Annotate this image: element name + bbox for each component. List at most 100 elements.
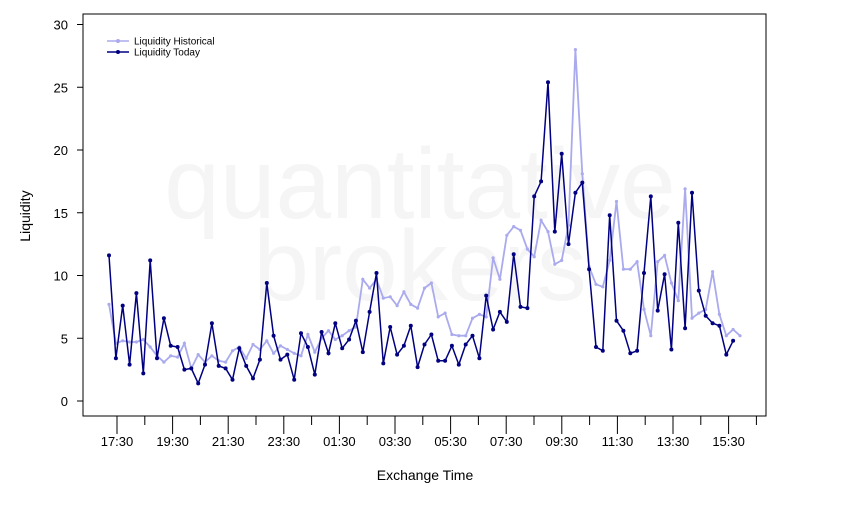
data-point [113,356,118,361]
data-point [128,340,132,344]
data-point [408,323,413,328]
data-point [614,318,619,323]
data-point [559,151,564,156]
data-point [196,353,200,357]
x-tick-label: 05:30 [434,434,467,449]
data-point [360,350,365,355]
data-point [642,307,646,311]
data-point [449,343,454,348]
data-point [422,342,427,347]
data-point [648,194,653,199]
legend-label: Liquidity Today [134,48,200,59]
data-point [587,267,592,272]
data-point [134,291,139,296]
data-point [319,330,324,334]
data-point [662,272,667,277]
data-point [498,277,502,281]
legend-label: Liquidity Historical [134,37,215,48]
data-point [505,233,509,237]
data-point [724,352,729,357]
y-tick-label: 20 [54,143,68,158]
data-point [697,311,701,315]
data-point [573,48,578,52]
data-point [711,270,715,274]
x-tick-label: 01:30 [323,434,356,449]
data-point [580,172,584,176]
data-point [504,319,509,324]
y-tick-label: 0 [61,394,68,409]
data-point [690,316,694,320]
y-tick-label: 5 [61,331,68,346]
data-point [388,295,392,299]
data-point [395,352,400,357]
data-point [477,312,481,316]
data-point [457,334,461,338]
data-point [141,371,146,376]
y-axis-label: Liquidity [17,190,33,241]
data-point [353,318,358,323]
data-point [724,334,728,338]
watermark-line1: quantitative [164,128,675,240]
data-point [717,312,722,316]
data-point [305,345,310,349]
series-historical [107,48,742,371]
data-point [168,343,173,348]
data-point [161,316,166,321]
x-tick-label: 23:30 [268,434,301,449]
data-point [731,327,735,332]
y-axis: 0 5 10 15 20 25 30 [54,18,84,409]
legend-swatch-point [116,39,120,43]
data-point [265,339,269,343]
data-point [264,281,269,285]
data-point [484,315,488,319]
data-point [635,348,640,353]
x-tick-label: 21:30 [212,434,245,449]
watermark: quantitative brokers [164,128,675,322]
data-point [628,267,632,271]
data-point [539,218,543,222]
data-point [443,311,447,315]
data-point [388,325,393,329]
data-point [683,187,687,191]
data-point [216,363,221,368]
y-tick-label: 25 [54,80,68,95]
data-point [463,342,468,347]
data-point [656,260,660,264]
data-point [347,329,351,333]
data-point [676,220,681,225]
data-point [409,302,413,306]
data-point [189,366,194,371]
y-tick-label: 10 [54,269,68,284]
data-point [497,309,502,314]
data-point [299,354,303,358]
data-point [669,347,674,352]
data-point [209,321,214,326]
data-point [484,293,489,298]
x-tick-label: 03:30 [379,434,412,449]
data-point [244,363,249,368]
data-point [182,341,186,345]
x-tick-label: 15:30 [712,434,745,449]
data-point [340,346,345,351]
data-point [285,352,290,357]
data-point [696,288,701,293]
data-point [134,340,138,344]
data-point [244,356,248,360]
data-point [683,326,688,331]
data-point [333,337,337,342]
x-tick-label: 17:30 [101,434,134,449]
data-point [628,351,633,356]
data-point [710,321,715,326]
data-point [127,362,132,367]
data-point [607,213,612,218]
data-point [532,255,536,259]
data-point [224,360,228,364]
data-point [436,358,441,363]
data-point [251,342,255,347]
data-point [148,258,153,263]
data-point [717,323,722,328]
data-point [546,80,550,85]
data-point [621,267,626,271]
data-point [580,180,585,185]
legend-swatch-point [116,50,120,54]
